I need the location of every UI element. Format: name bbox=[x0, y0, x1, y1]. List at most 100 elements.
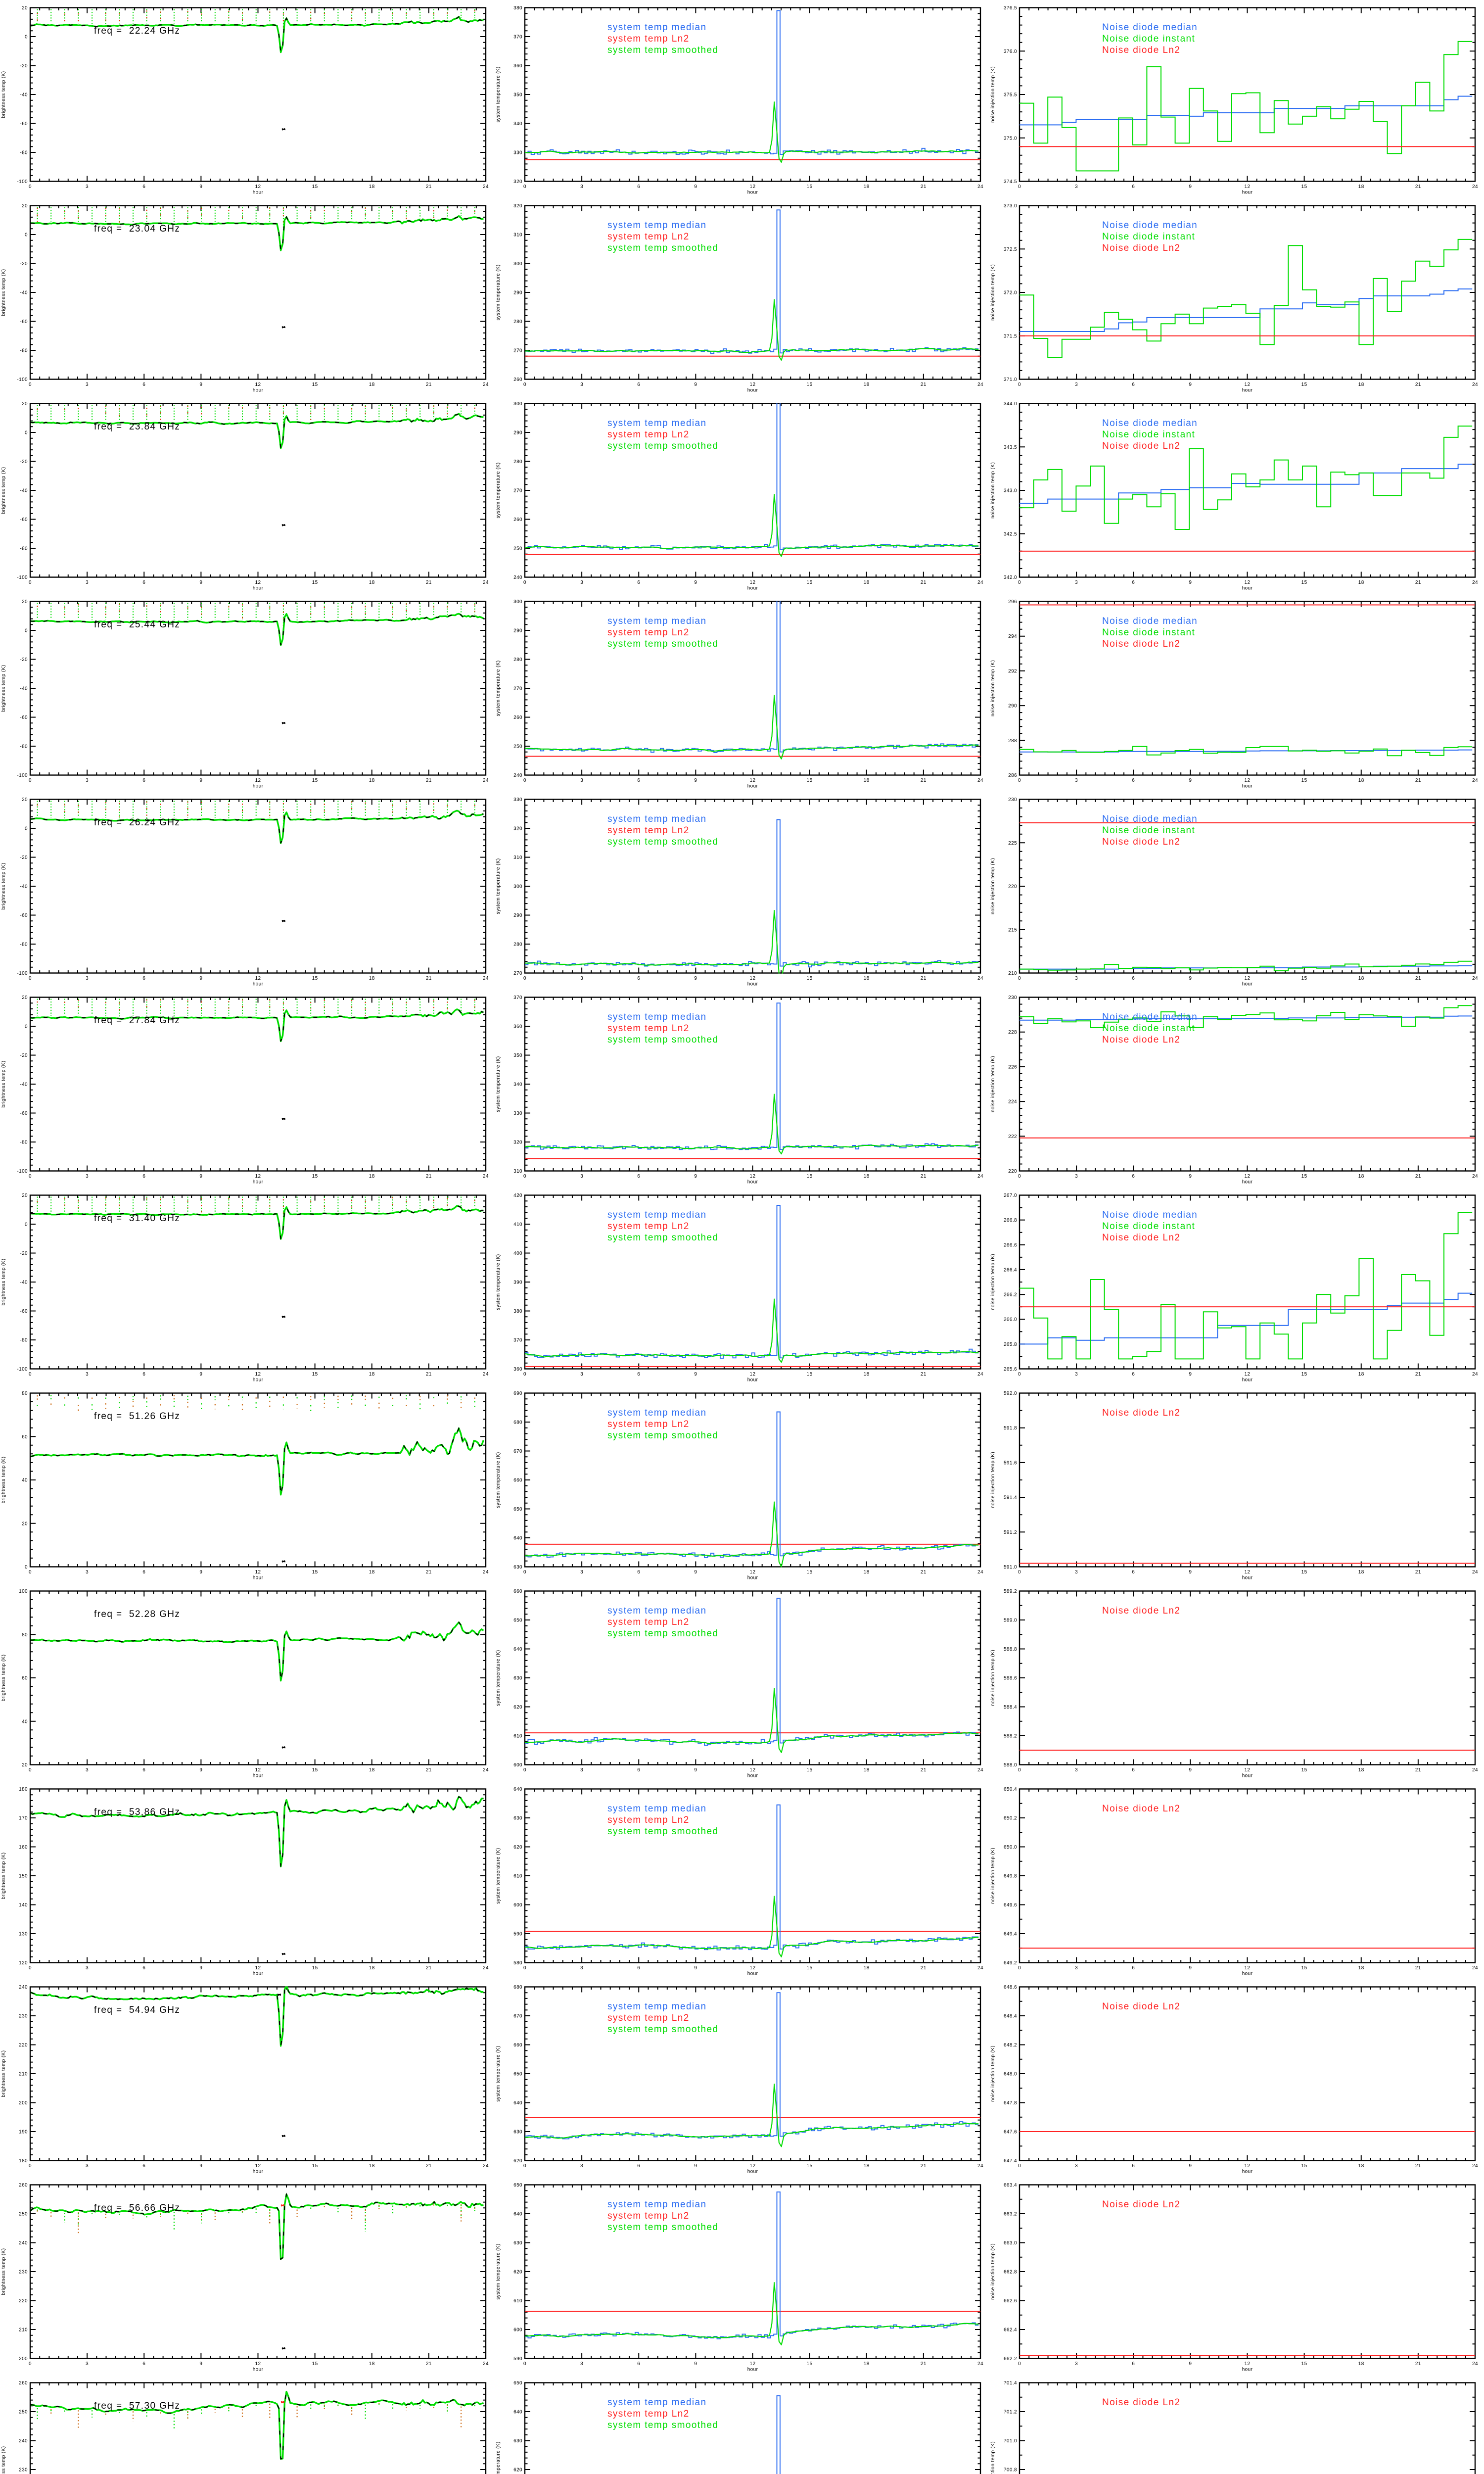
cal-marker bbox=[280, 2204, 285, 2207]
plot-noise-diode-25.44: 0 3 6 9 12 15 18 21 24 286 288 290 292 294 296 hour nois… bbox=[990, 599, 1478, 789]
plot-frame bbox=[524, 205, 981, 380]
plot-area bbox=[31, 999, 484, 1120]
y-tick-label: 630 bbox=[513, 1676, 522, 1681]
x-tick-label: 9 bbox=[1189, 2361, 1192, 2367]
x-tick-label: 9 bbox=[694, 580, 697, 585]
system-legend-2: system temp Ln2 bbox=[607, 1419, 690, 1429]
x-axis-title: hour bbox=[1242, 1773, 1253, 1779]
y-tick-label: 160 bbox=[19, 1845, 28, 1850]
freq-label: freq = 25.44 GHz bbox=[94, 619, 180, 630]
plot-area bbox=[30, 405, 484, 526]
y-tick-label: 640 bbox=[513, 2212, 522, 2217]
x-tick-label: 9 bbox=[199, 778, 202, 783]
trace-instant bbox=[31, 613, 484, 646]
y-tick-label: -60 bbox=[20, 1309, 28, 1314]
y-tick-label: -100 bbox=[17, 971, 28, 976]
trace-median bbox=[525, 1598, 979, 1746]
x-tick-label: 12 bbox=[255, 1570, 261, 1575]
x-tick-label: 0 bbox=[1018, 1767, 1021, 1773]
x-tick-label: 9 bbox=[199, 976, 202, 981]
y-tick-label: 620 bbox=[513, 1705, 522, 1710]
y-tick-label: 190 bbox=[19, 2130, 28, 2135]
trace-median-black bbox=[30, 1986, 484, 2046]
x-tick-label: 18 bbox=[864, 1965, 870, 1971]
freq-label: freq = 23.04 GHz bbox=[94, 224, 180, 234]
x-tick-label: 6 bbox=[1132, 778, 1135, 783]
x-tick-label: 9 bbox=[694, 184, 697, 190]
y-axis-title: noise injection temp (K) bbox=[990, 858, 996, 914]
x-tick-label: 21 bbox=[921, 778, 927, 783]
trace-instant bbox=[31, 1621, 484, 1682]
y-tick-label: 220 bbox=[1008, 1169, 1017, 1174]
y-tick-label: 20 bbox=[22, 995, 28, 1000]
x-tick-label: 9 bbox=[199, 2361, 202, 2367]
system-legend-3: system temp smoothed bbox=[607, 1628, 718, 1639]
y-tick-label: 266.0 bbox=[1004, 1317, 1017, 1323]
y-tick-label: 20 bbox=[22, 401, 28, 407]
y-tick-label: 649.6 bbox=[1004, 1903, 1017, 1908]
x-tick-label: 21 bbox=[426, 184, 432, 190]
y-tick-label: 670 bbox=[513, 1449, 522, 1454]
y-tick-label: 344.0 bbox=[1004, 401, 1017, 407]
y-tick-label: -60 bbox=[20, 715, 28, 720]
y-axis-title: system temperature (K) bbox=[496, 1848, 501, 1903]
x-tick-label: 24 bbox=[1472, 1174, 1478, 1179]
cal-marker bbox=[281, 128, 286, 131]
y-tick-label: 0 bbox=[25, 1565, 28, 1570]
x-axis-title: hour bbox=[747, 1180, 758, 1185]
x-tick-label: 9 bbox=[694, 1174, 697, 1179]
y-tick-label: 648.0 bbox=[1004, 2072, 1017, 2077]
y-tick-label: 296 bbox=[1008, 599, 1017, 605]
y-tick-label: -80 bbox=[20, 1338, 28, 1343]
axis-ticks bbox=[1019, 997, 1476, 1172]
y-tick-label: 310 bbox=[513, 855, 522, 860]
x-tick-label: 0 bbox=[29, 580, 32, 585]
y-tick-label: 690 bbox=[513, 1391, 522, 1396]
noise-legend-1: Noise diode median bbox=[1102, 22, 1198, 33]
trace-median bbox=[525, 2191, 979, 2339]
y-tick-label: 360 bbox=[513, 1367, 522, 1372]
plot-noise-diode-31.4: 0 3 6 9 12 15 18 21 24 265.6 265.8 266.0 266.2 266.4 2… bbox=[990, 1193, 1478, 1383]
y-tick-label: 650.4 bbox=[1004, 1787, 1017, 1792]
y-tick-label: 0 bbox=[25, 35, 28, 40]
y-tick-label: -40 bbox=[20, 686, 28, 692]
x-tick-label: 18 bbox=[369, 382, 375, 387]
plot-system-temp-51.26: 0 3 6 9 12 15 18 21 24 630 640 650 660 670 680 690 hour s… bbox=[496, 1391, 983, 1581]
y-tick-label: 60 bbox=[22, 1676, 28, 1681]
system-legend-2: system temp Ln2 bbox=[607, 1617, 690, 1627]
plot-brightness-52.28: 0 3 6 9 12 15 18 21 24 20 40 60 80 100 hour brightness … bbox=[1, 1589, 489, 1779]
y-tick-label: 648.4 bbox=[1004, 2014, 1017, 2019]
trace-noise-median bbox=[1020, 1015, 1473, 1021]
y-tick-label: 320 bbox=[513, 826, 522, 832]
trace-instant bbox=[31, 809, 484, 844]
axis-ticks bbox=[30, 2184, 486, 2359]
y-tick-label: 240 bbox=[19, 2438, 28, 2444]
x-tick-label: 15 bbox=[807, 976, 813, 981]
y-tick-label: 230 bbox=[19, 2468, 28, 2473]
y-tick-label: 0 bbox=[25, 1222, 28, 1228]
trace-median-black bbox=[30, 2192, 484, 2260]
x-tick-label: 0 bbox=[523, 1965, 526, 1971]
y-axis-title: noise injection temp (K) bbox=[990, 1848, 996, 1904]
x-tick-label: 12 bbox=[1245, 184, 1251, 190]
x-axis-title: hour bbox=[253, 388, 264, 393]
x-tick-label: 3 bbox=[580, 1767, 583, 1773]
x-tick-label: 6 bbox=[1132, 1767, 1135, 1773]
x-axis-title: hour bbox=[747, 388, 758, 393]
axis-ticks bbox=[1019, 403, 1476, 578]
system-legend-3: system temp smoothed bbox=[607, 2222, 718, 2233]
system-legend-1: system temp median bbox=[607, 22, 707, 33]
x-tick-label: 0 bbox=[29, 778, 32, 783]
x-axis-title: hour bbox=[1242, 388, 1253, 393]
y-axis-title: system temperature (K) bbox=[496, 1452, 501, 1508]
trace-smoothed bbox=[525, 494, 979, 557]
trace-median bbox=[525, 1002, 979, 1150]
x-tick-label: 21 bbox=[426, 2361, 432, 2367]
cal-marker bbox=[281, 523, 286, 526]
noise-legend-1: Noise diode Ln2 bbox=[1102, 2397, 1180, 2408]
trace-noise-median bbox=[1020, 1292, 1473, 1345]
axis-ticks bbox=[30, 1392, 486, 1568]
x-tick-label: 12 bbox=[255, 184, 261, 190]
plot-area bbox=[30, 2192, 484, 2350]
y-tick-label: 220 bbox=[1008, 884, 1017, 890]
